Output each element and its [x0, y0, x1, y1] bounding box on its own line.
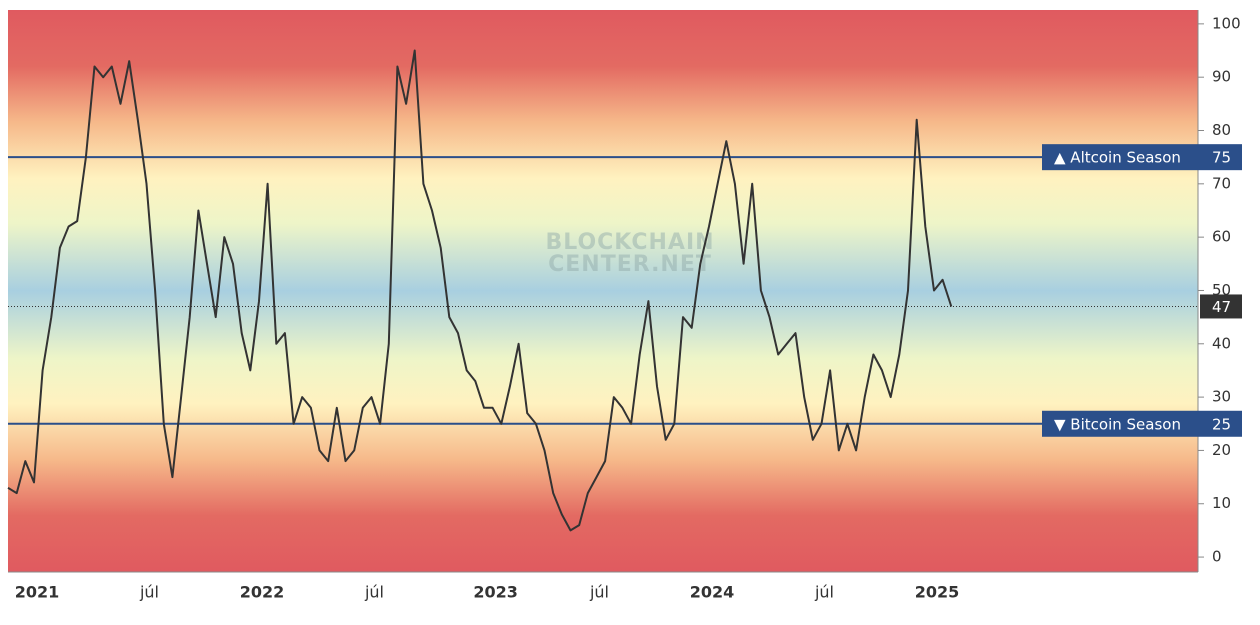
y-tick-label: 0	[1212, 548, 1222, 566]
y-tick-label: 90	[1212, 68, 1231, 86]
y-tick-label: 40	[1212, 334, 1231, 352]
y-tick-label: 100	[1212, 14, 1241, 32]
x-tick-label: júl	[814, 583, 834, 602]
y-tick-label: 10	[1212, 494, 1231, 512]
y-tick-label: 60	[1212, 228, 1231, 246]
x-tick-label: 2025	[915, 583, 960, 602]
y-tick-label: 20	[1212, 441, 1231, 459]
x-tick-label: 2023	[473, 583, 518, 602]
watermark: CENTER.NET	[548, 252, 712, 277]
x-tick-label: júl	[139, 583, 159, 602]
x-tick-label: júl	[364, 583, 384, 602]
x-tick-label: 2021	[15, 583, 60, 602]
x-tick-label: júl	[589, 583, 609, 602]
threshold-label: ▼ Bitcoin Season	[1054, 415, 1181, 433]
threshold-label: ▲ Altcoin Season	[1054, 149, 1181, 167]
plot-background	[8, 10, 1198, 572]
threshold-value: 25	[1212, 415, 1231, 433]
index-line	[7, 49, 953, 532]
current-label-box	[1200, 294, 1242, 319]
threshold-value: 75	[1212, 149, 1231, 167]
y-tick-label: 80	[1212, 121, 1231, 139]
threshold-label-box	[1042, 410, 1242, 437]
current-value-label: 47	[1212, 298, 1231, 316]
y-tick-label: 70	[1212, 174, 1231, 192]
watermark: BLOCKCHAIN	[545, 230, 714, 255]
threshold-label-box	[1042, 144, 1242, 171]
y-tick-label: 30	[1212, 388, 1231, 406]
x-tick-label: 2022	[240, 583, 285, 602]
x-tick-label: 2024	[690, 583, 735, 602]
